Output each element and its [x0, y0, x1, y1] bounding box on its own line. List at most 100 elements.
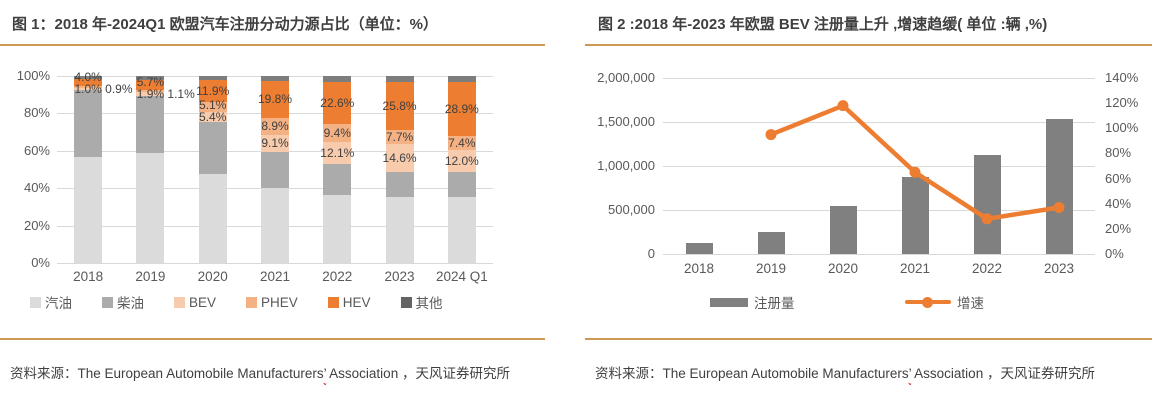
- figure2-source-note: 资料来源：The European Automobile Manufacture…: [595, 355, 1147, 392]
- figure1-title: 图 1：2018 年-2024Q1 欧盟汽车注册分动力源占比（单位：%）: [12, 16, 438, 33]
- legend-label: 柴油: [117, 296, 144, 311]
- legend-label: 其他: [415, 296, 443, 311]
- figure2-legend-registrations: 注册量: [710, 292, 795, 312]
- bar-segment-HEV: [74, 78, 103, 87]
- x-tick-label: 2021: [259, 269, 290, 284]
- growth-line-marker: [837, 100, 849, 112]
- x-tick-label: 2020: [827, 261, 859, 276]
- bar-segment-柴油: [447, 172, 476, 197]
- bar-segment-PHEV: [323, 124, 352, 142]
- legend-item-BEV: BEV: [174, 295, 216, 310]
- growth-line-marker: [981, 213, 993, 225]
- bar-segment-其他: [447, 76, 476, 83]
- right-axis-tick-label: 60%: [1105, 170, 1132, 186]
- source-text-apostrophe: ’: [908, 365, 912, 381]
- bar-segment-其他: [323, 76, 352, 82]
- data-label: 5.1%: [199, 97, 227, 112]
- bar-segment-汽油: [385, 196, 414, 263]
- x-tick-label: 2019: [135, 269, 166, 284]
- bar-segment-PHEV: [136, 90, 165, 93]
- legend-item-其他: 其他: [400, 292, 443, 312]
- data-label: 19.8%: [257, 92, 293, 107]
- gridline: [663, 254, 1095, 255]
- left-axis-tick-label: 2,000,000: [597, 70, 655, 85]
- bar-segment-HEV: [385, 81, 414, 130]
- figure1-source-rule: [0, 338, 545, 340]
- bar-segment-柴油: [261, 151, 289, 189]
- bar-segment-汽油: [447, 196, 476, 263]
- bar-segment-BEV: [261, 134, 289, 152]
- data-label: 25.8%: [382, 98, 417, 113]
- data-label: 28.9%: [444, 102, 479, 117]
- bar-segment-其他: [198, 76, 227, 80]
- x-tick-label: 2018: [683, 261, 715, 276]
- bar-segment-BEV: [136, 92, 165, 96]
- bar-segment-HEV: [136, 79, 165, 91]
- right-axis-tick-label: 0%: [1105, 246, 1124, 261]
- bar-segment-其他: [136, 76, 165, 80]
- bar-segment-汽油: [261, 188, 289, 263]
- x-tick-label: 2023: [1043, 261, 1075, 276]
- bar-segment-HEV: [198, 79, 227, 103]
- legend-swatch-icon: [102, 296, 113, 308]
- gridline: [57, 263, 493, 264]
- left-axis-tick-label: 500,000: [608, 202, 655, 217]
- data-label: 12.0%: [444, 154, 479, 169]
- left-axis-tick-label: 1,500,000: [597, 114, 655, 129]
- x-tick-label: 2018: [73, 269, 104, 284]
- y-tick-label: 40%: [23, 180, 50, 196]
- source-text-prefix: 资料来源：The European Automobile Manufacture…: [10, 365, 324, 381]
- figure1-legend: 汽油 柴油 BEV PHEV HEV 其他: [30, 292, 443, 312]
- legend-label: PHEV: [261, 294, 298, 310]
- bar-segment-BEV: [385, 144, 414, 172]
- x-tick-label: 2022: [322, 269, 353, 284]
- bar-segment-其他: [261, 76, 289, 81]
- legend-label: 注册量: [754, 296, 795, 311]
- bar-segment-其他: [385, 76, 414, 82]
- right-axis-tick-label: 140%: [1105, 70, 1139, 85]
- figure2-title-underline: [585, 44, 1152, 46]
- registration-bar: [901, 176, 929, 254]
- growth-line: [770, 103, 1060, 222]
- data-label: 1.1%: [167, 87, 195, 102]
- registration-bar: [1045, 118, 1073, 254]
- growth-line-series: [765, 100, 1065, 225]
- figure2-x-axis: 2018 2019 2020 2021 2022 2023: [663, 261, 1095, 279]
- registration-bar: [829, 206, 857, 254]
- bar-segment-柴油: [198, 121, 227, 175]
- x-tick-label: 2021: [899, 261, 931, 276]
- y-tick-label: 80%: [23, 105, 50, 121]
- growth-line-marker: [909, 166, 921, 178]
- data-label: 4.0%: [74, 70, 102, 85]
- source-text-suffix: Association ，天风证券研究所: [911, 365, 1095, 381]
- legend-label: 增速: [957, 296, 984, 311]
- legend-item-柴油: 柴油: [102, 292, 144, 312]
- legend-item-PHEV: PHEV: [246, 295, 298, 310]
- data-label: 9.1%: [261, 136, 289, 151]
- growth-line-marker: [1053, 201, 1065, 213]
- y-tick-label: 60%: [23, 142, 50, 158]
- right-axis-tick-label: 20%: [1105, 220, 1132, 236]
- legend-label: BEV: [189, 294, 217, 310]
- y-tick-label: 0%: [31, 255, 50, 270]
- bar-segment-BEV: [198, 111, 227, 122]
- data-label: 5.4%: [199, 109, 227, 124]
- line-marker-swatch-icon: [905, 296, 951, 308]
- figure2-bar-line-chart: [663, 78, 1095, 255]
- gridline: [663, 166, 1095, 167]
- bar-segment-柴油: [385, 171, 414, 197]
- bar-segment-BEV: [447, 150, 476, 173]
- bar-segment-PHEV: [447, 136, 476, 151]
- bar-segment-其他: [74, 76, 103, 79]
- legend-swatch-icon: [174, 296, 185, 308]
- left-axis-tick-label: 0: [647, 246, 655, 261]
- bar-segment-PHEV: [261, 117, 289, 135]
- gridline: [663, 122, 1095, 123]
- left-axis-tick-label: 1,000,000: [597, 158, 655, 173]
- bar-segment-HEV: [323, 81, 352, 125]
- legend-label: HEV: [342, 294, 371, 310]
- registration-bar: [973, 155, 1001, 254]
- data-label: 1.0%: [74, 82, 102, 97]
- gridline: [663, 78, 1095, 79]
